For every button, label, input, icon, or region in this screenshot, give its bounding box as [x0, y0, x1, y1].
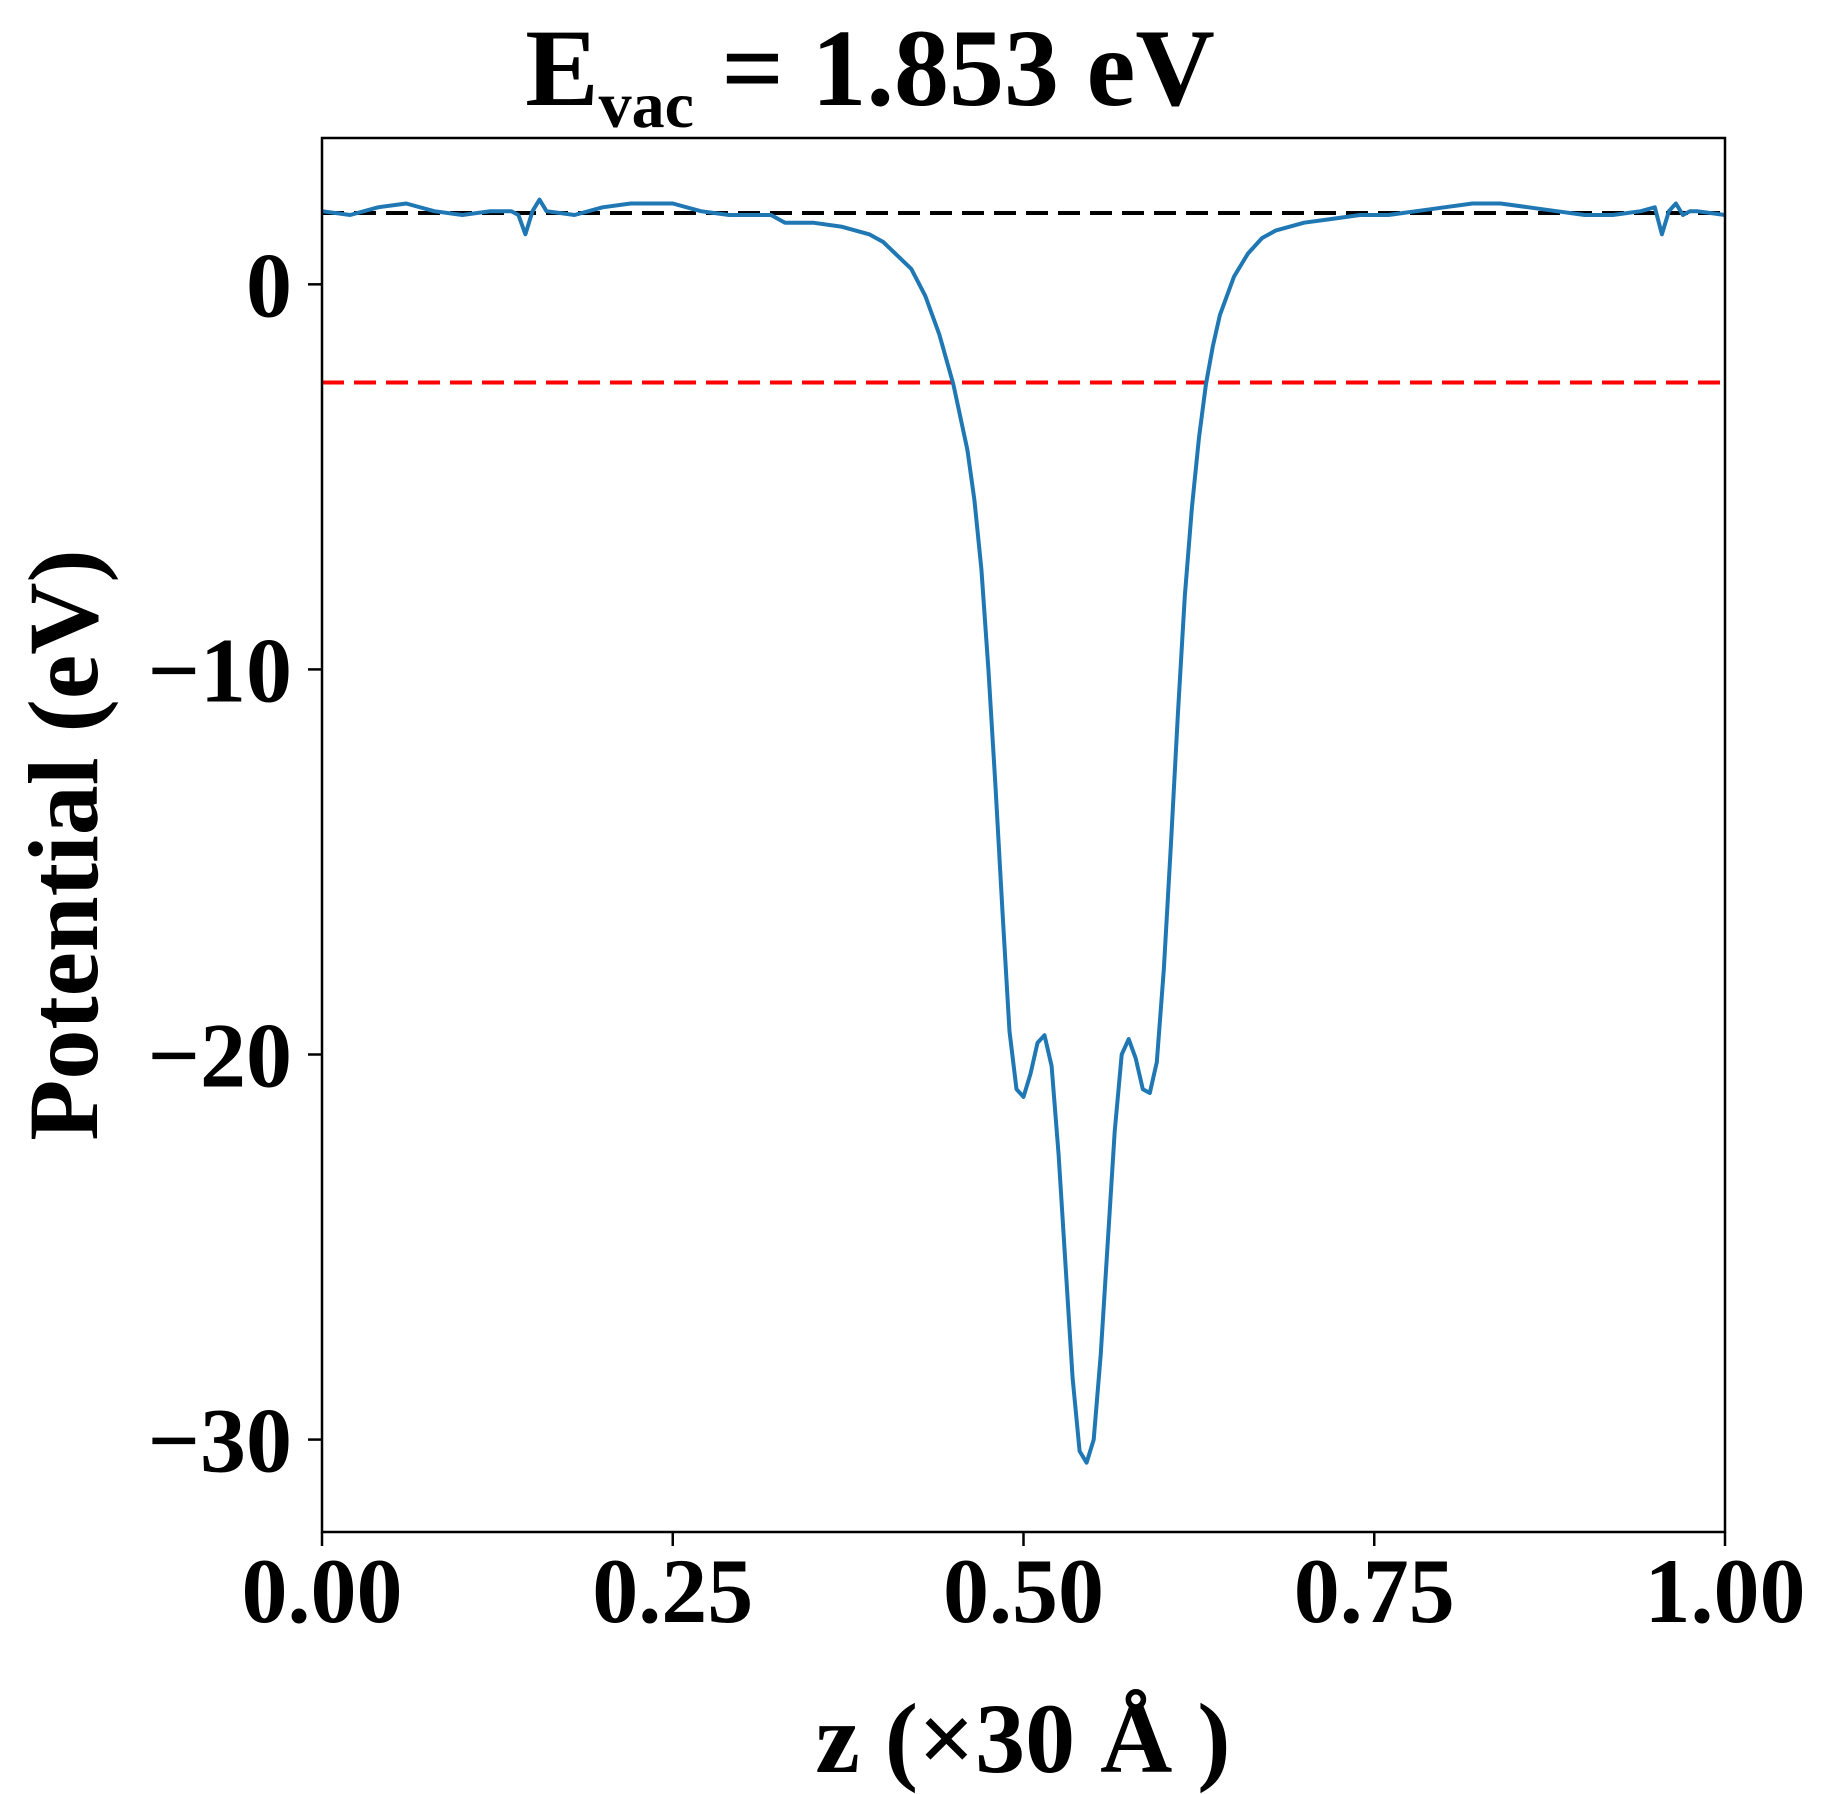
title-main: E [525, 7, 598, 129]
x-axis-label: z (×30 Å ) [815, 1683, 1230, 1794]
x-tick-label: 0.50 [943, 1540, 1104, 1642]
y-tick-label: −30 [148, 1390, 292, 1492]
chart-title: Evac = 1.853 eV [525, 7, 1215, 142]
x-tick-label: 0.25 [592, 1540, 753, 1642]
y-axis-label: Potential (eV) [8, 549, 119, 1140]
title-subscript: vac [599, 69, 694, 142]
y-tick-label: −20 [148, 1004, 292, 1106]
x-tick-label: 1.00 [1645, 1540, 1806, 1642]
title-rest: = 1.853 eV [694, 7, 1215, 129]
potential-curve [321, 197, 1726, 1465]
x-tick-label: 0.00 [242, 1540, 403, 1642]
y-tick-label: 0 [246, 234, 292, 336]
plot-frame [320, 136, 1727, 1534]
plot-area: 0.00 0.25 0.50 0.75 1.00 0 −10 −20 −30 [148, 136, 1806, 1642]
y-tick-label: −10 [148, 619, 292, 721]
x-tick-label: 0.75 [1294, 1540, 1455, 1642]
